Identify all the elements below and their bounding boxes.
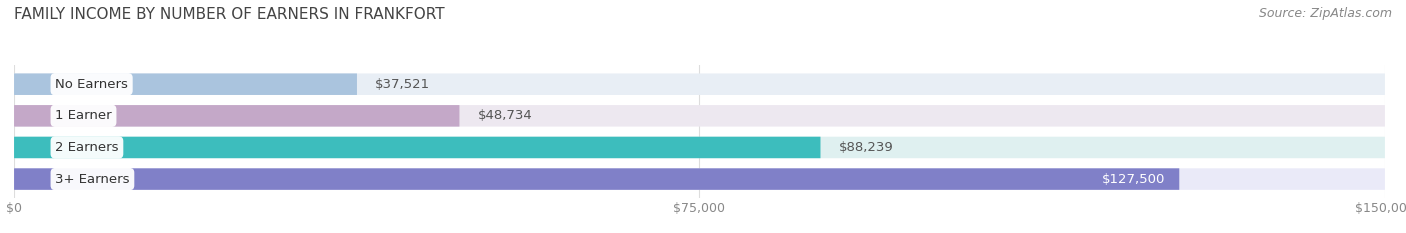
Text: No Earners: No Earners (55, 78, 128, 91)
FancyBboxPatch shape (14, 137, 821, 158)
FancyBboxPatch shape (14, 105, 1385, 127)
FancyBboxPatch shape (14, 73, 1385, 95)
Text: 3+ Earners: 3+ Earners (55, 173, 129, 185)
FancyBboxPatch shape (14, 73, 357, 95)
Text: FAMILY INCOME BY NUMBER OF EARNERS IN FRANKFORT: FAMILY INCOME BY NUMBER OF EARNERS IN FR… (14, 7, 444, 22)
Text: $37,521: $37,521 (375, 78, 430, 91)
FancyBboxPatch shape (14, 168, 1385, 190)
Text: 1 Earner: 1 Earner (55, 109, 112, 122)
Text: 2 Earners: 2 Earners (55, 141, 118, 154)
Text: $48,734: $48,734 (478, 109, 533, 122)
FancyBboxPatch shape (14, 168, 1180, 190)
Text: $88,239: $88,239 (839, 141, 893, 154)
FancyBboxPatch shape (14, 105, 460, 127)
Text: Source: ZipAtlas.com: Source: ZipAtlas.com (1258, 7, 1392, 20)
Text: $127,500: $127,500 (1102, 173, 1166, 185)
FancyBboxPatch shape (14, 137, 1385, 158)
